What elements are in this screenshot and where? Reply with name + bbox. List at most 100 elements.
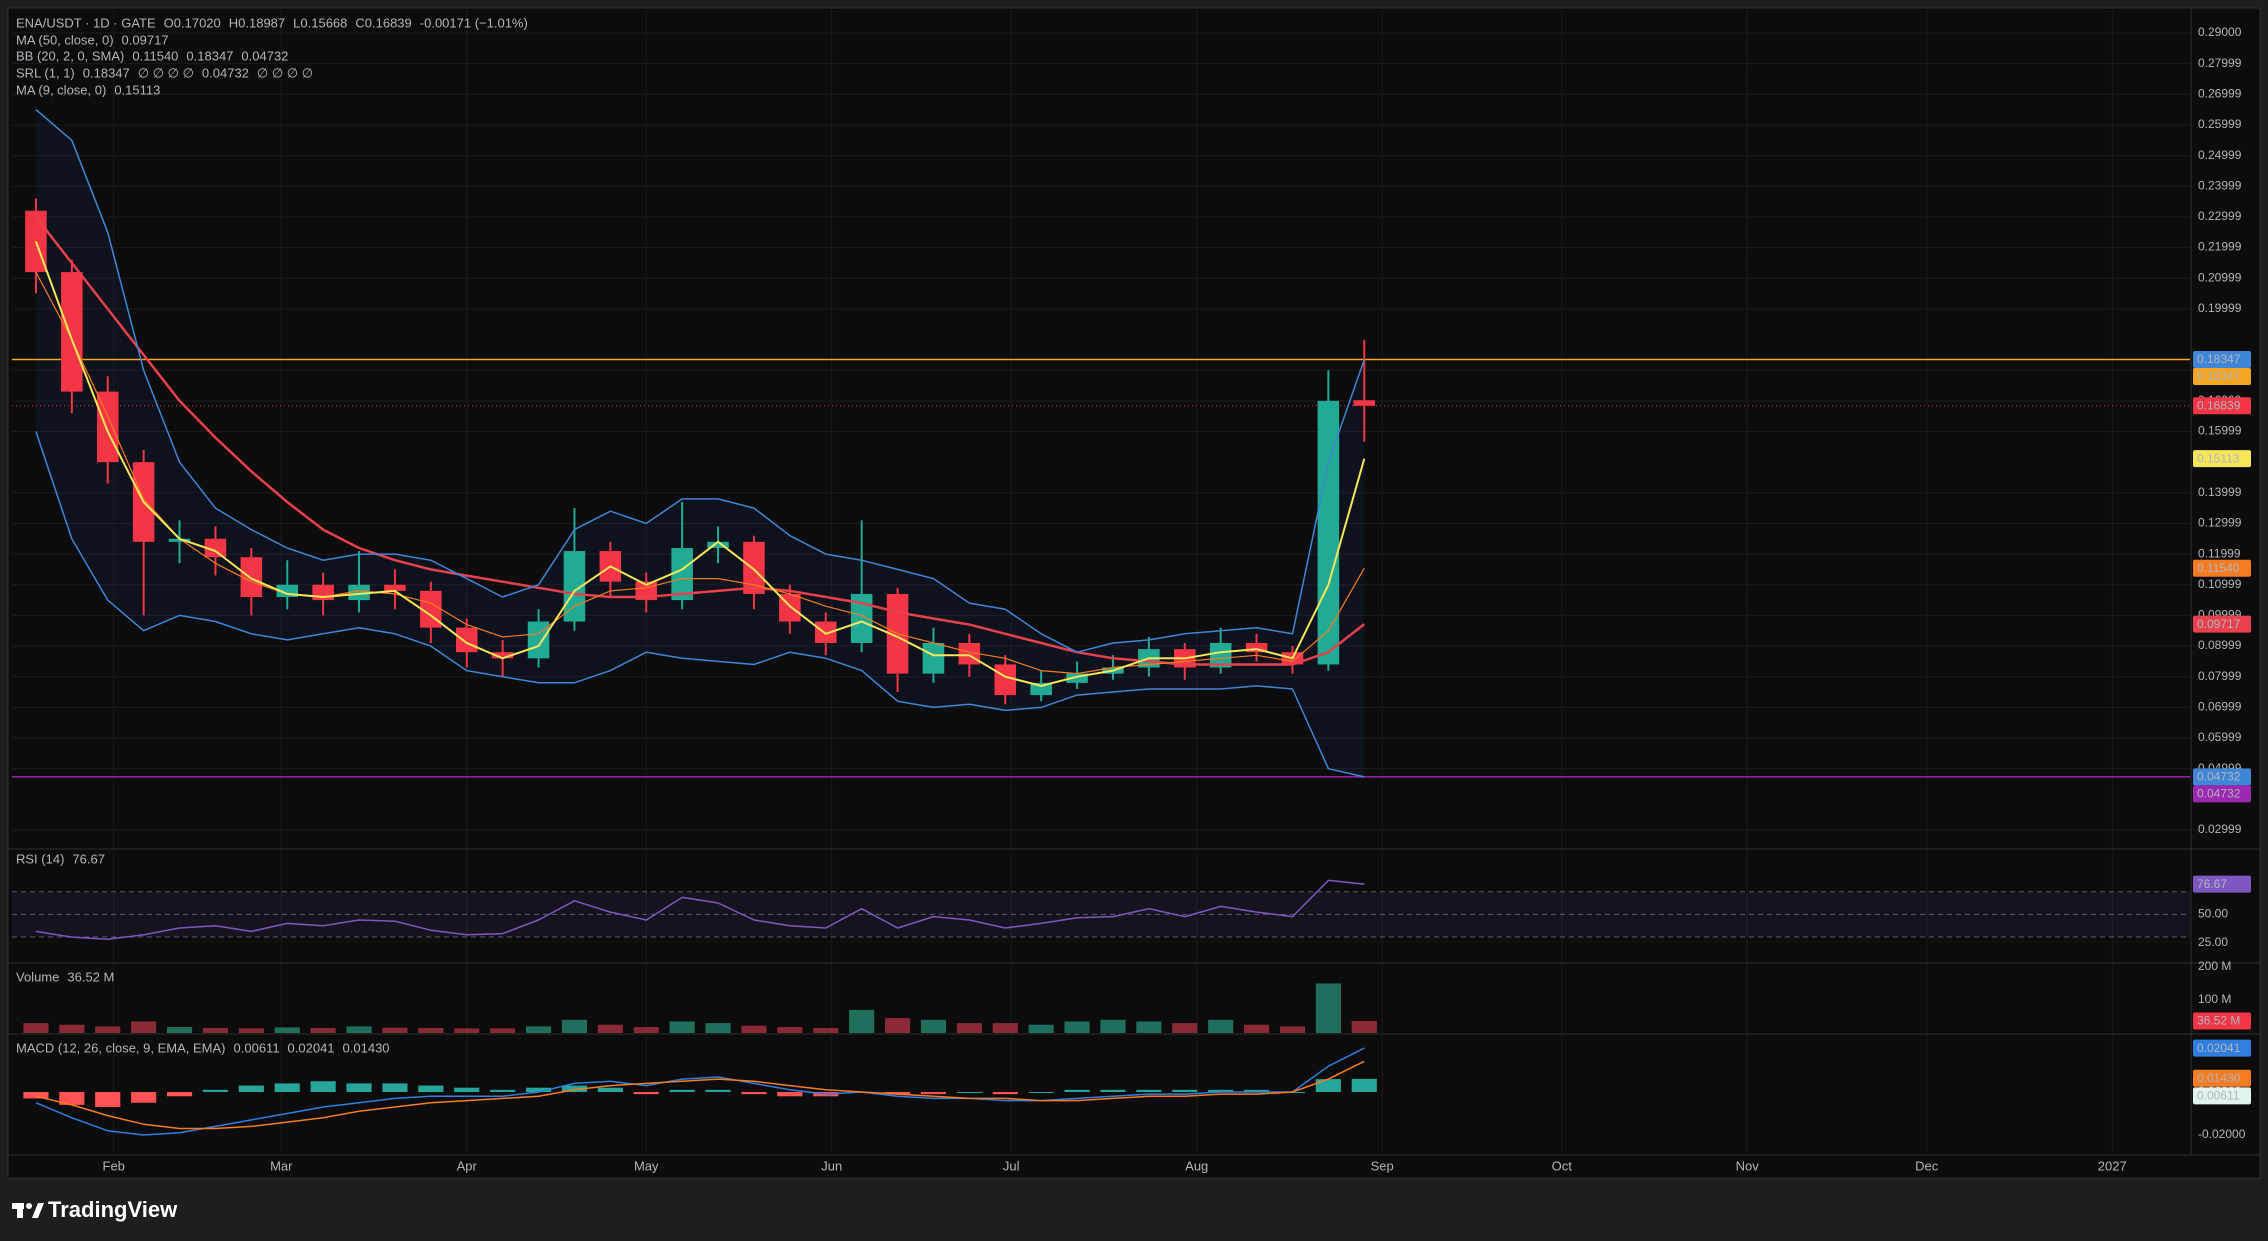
price-badge-label: 0.11540	[2197, 561, 2240, 575]
volume-bar	[669, 1021, 695, 1033]
legend-text: MACD (12, 26, close, 9, EMA, EMA)	[16, 1040, 226, 1055]
price-badge-label: 0.09717	[2197, 617, 2241, 631]
brand: TradingView	[48, 1197, 178, 1222]
candle-body	[240, 557, 263, 598]
rsi-line	[35, 879, 1365, 941]
logo-dot	[26, 1203, 32, 1209]
candle-body	[1209, 642, 1232, 668]
signal-line	[35, 1060, 1365, 1130]
y-tick-label: 0.27999	[2198, 56, 2242, 70]
candle-body	[491, 652, 514, 659]
volume-bar	[1244, 1024, 1270, 1033]
macd-histogram	[777, 1091, 803, 1097]
candle-body	[814, 621, 837, 643]
y-tick-label: 0.13999	[2198, 485, 2242, 499]
y-tick-label: 0.23999	[2198, 178, 2242, 192]
volume-bar	[1100, 1019, 1126, 1033]
volume-bar	[59, 1024, 85, 1033]
macd-histogram	[382, 1083, 408, 1092]
y-tick-label: 0.15999	[2198, 424, 2242, 438]
price-badge-label: 0.04732	[2197, 787, 2241, 801]
legend-text: 0.01430	[343, 1040, 390, 1055]
legend-text: 0.15113	[114, 82, 160, 97]
candle-body	[204, 538, 227, 558]
price-badge	[2193, 1087, 2251, 1105]
price-badge-label: 76.67	[2197, 877, 2227, 891]
y-tick-label: 50.00	[2198, 907, 2228, 921]
macd-histogram	[1315, 1079, 1341, 1092]
candle-body	[707, 541, 729, 548]
legend-text: Volume	[16, 969, 59, 984]
volume-bar	[920, 1019, 947, 1033]
price-badge	[2193, 368, 2251, 386]
y-tick-label: 0.25999	[2198, 117, 2242, 131]
candle-body	[348, 584, 370, 601]
legend-text: C0.16839	[355, 15, 411, 30]
price-badge	[2193, 559, 2251, 577]
macd-histogram	[1028, 1091, 1054, 1093]
indicator-line	[35, 109, 1366, 653]
x-tick-label: May	[634, 1158, 659, 1173]
bb-fill	[35, 109, 1365, 777]
y-tick-label: 0.20999	[2198, 270, 2242, 284]
y-tick-label: 200 M	[2198, 959, 2231, 973]
candle-body	[96, 391, 119, 463]
volume-bar	[1279, 1026, 1306, 1033]
price-badge-label: 0.16839	[2197, 398, 2241, 412]
candle-body	[527, 621, 550, 659]
volume-bar	[1172, 1023, 1198, 1033]
macd-histogram	[1351, 1078, 1377, 1092]
macd-histogram	[561, 1085, 588, 1092]
price-badge-label: 0.18347	[2197, 352, 2241, 366]
macd-histogram	[1244, 1089, 1270, 1092]
price-badge-label: 0.00611	[2197, 1089, 2240, 1103]
volume-bar	[741, 1025, 767, 1033]
candle-body	[1066, 673, 1088, 683]
price-badge	[2193, 397, 2251, 415]
y-tick-label: 25.00	[2198, 935, 2228, 949]
logo-stem	[17, 1203, 23, 1218]
volume-bar	[131, 1021, 157, 1033]
y-tick-label: 0.29000	[2198, 25, 2242, 39]
candle-body	[994, 664, 1017, 696]
macd-histogram	[633, 1091, 659, 1095]
price-badge-label: 0.01430	[2197, 1071, 2241, 1085]
legend-text: ENA/USDT · 1D · GATE	[16, 15, 156, 30]
volume-bar	[202, 1028, 229, 1033]
x-tick-label: 2027	[2098, 1158, 2127, 1173]
x-tick-label: Dec	[1915, 1158, 1939, 1173]
y-tick-label: 0.05999	[2198, 730, 2242, 744]
legend-text: 0.04732	[202, 65, 249, 80]
price-badge	[2193, 615, 2251, 633]
price-badge-label: 0.04732	[2197, 770, 2241, 784]
volume-bar	[310, 1028, 336, 1033]
volume-bar	[777, 1027, 803, 1033]
y-tick-label: 100 M	[2198, 992, 2231, 1006]
macd-histogram	[23, 1091, 49, 1099]
x-tick-label: Feb	[103, 1158, 125, 1173]
legend-text: ∅ ∅ ∅ ∅	[257, 65, 313, 80]
x-tick-label: Apr	[457, 1158, 478, 1173]
volume-bar	[597, 1024, 623, 1033]
y-tick-label: 0.08999	[2198, 638, 2242, 652]
macd-histogram	[705, 1089, 731, 1092]
volume-bar	[1136, 1021, 1162, 1033]
volume-bar	[1028, 1024, 1054, 1033]
legend-text: 0.00611	[234, 1040, 280, 1055]
legend-text: 0.04732	[241, 48, 288, 63]
y-tick-label: 0.10999	[2198, 577, 2242, 591]
legend-text: 76.67	[72, 851, 105, 866]
volume-bar	[490, 1028, 516, 1033]
x-tick-label: Oct	[1552, 1158, 1573, 1173]
price-badge	[2193, 1039, 2251, 1057]
candle-body	[61, 272, 83, 392]
macd-histogram	[1064, 1089, 1090, 1092]
legend-text: 0.18347	[83, 65, 130, 80]
macd-histogram	[1100, 1089, 1126, 1092]
legend-text: SRL (1, 1)	[16, 65, 75, 80]
legend-text: 36.52 M	[67, 969, 114, 984]
volume-bar	[454, 1028, 480, 1033]
candle-body	[455, 627, 478, 653]
macd-histogram	[884, 1091, 911, 1095]
